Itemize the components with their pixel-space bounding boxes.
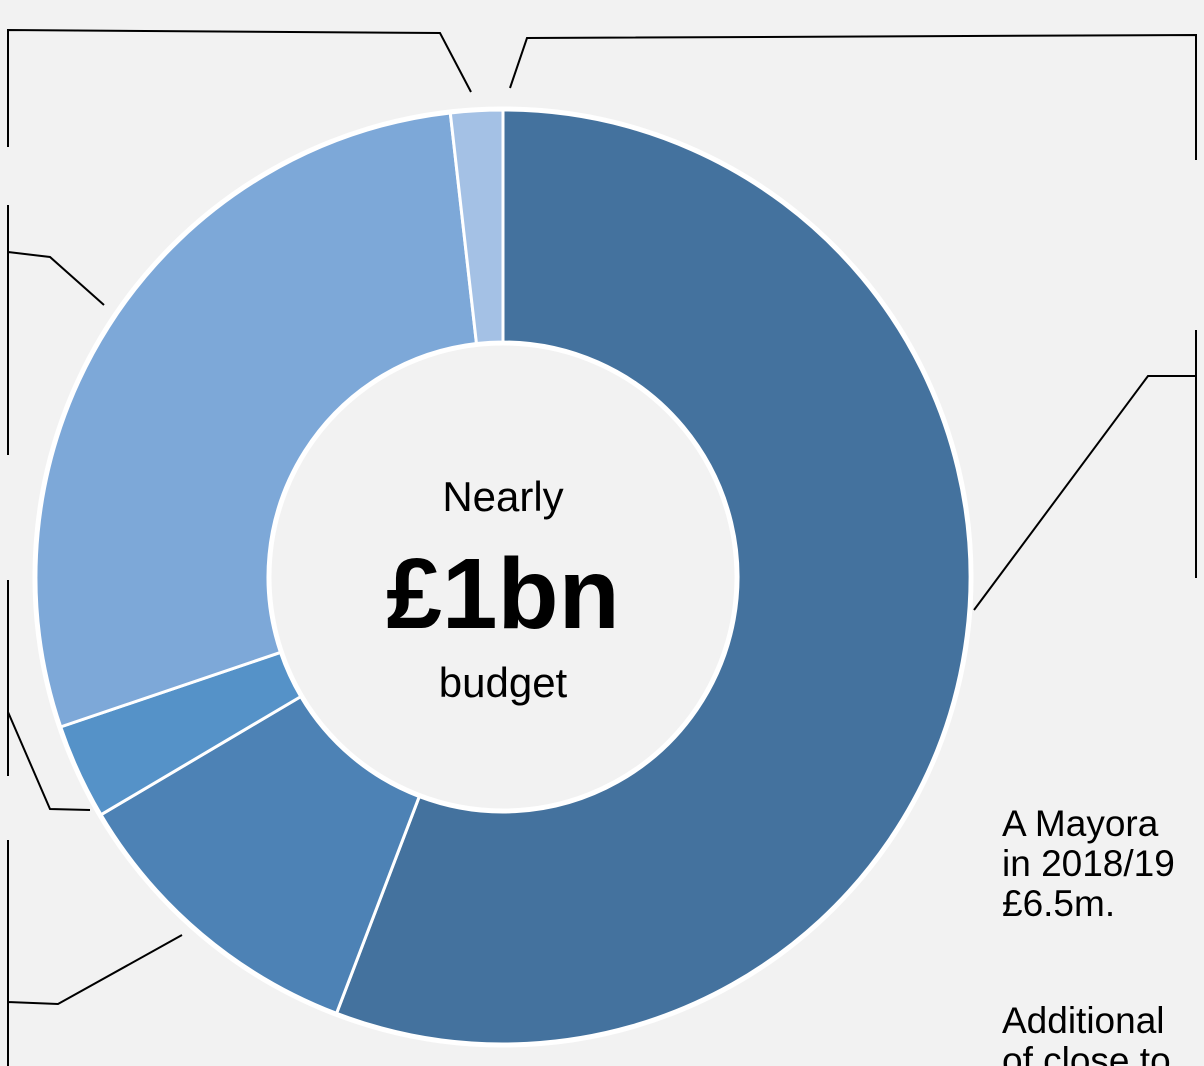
donut-slice-5 — [448, 108, 505, 346]
leader-line-top-left — [7, 28, 472, 147]
note-line: Additional — [1002, 1000, 1165, 1041]
donut-outer-rim — [32, 106, 974, 1048]
center-label-line1: Nearly — [442, 473, 563, 520]
donut-inner-rim — [268, 342, 738, 812]
note-paragraph-2: Additional of close to — [1002, 1001, 1204, 1066]
leader-line-left-lower — [7, 840, 183, 1066]
leader-line-left-middle — [7, 580, 91, 811]
center-label-line3: budget — [439, 659, 568, 706]
note-paragraph-1: A Mayora in 2018/19 £6.5m. — [1002, 804, 1204, 924]
donut-slice-1 — [334, 108, 972, 1046]
donut-slices — [32, 106, 974, 1048]
note-line: A Mayora — [1002, 803, 1159, 844]
leader-line-top-right — [509, 33, 1197, 160]
note-line: £6.5m. — [1002, 883, 1116, 924]
leader-lines — [7, 28, 1197, 1066]
leader-line-left-upper — [7, 205, 105, 455]
donut-slice-2 — [98, 694, 422, 1016]
center-label-amount: £1bn — [386, 538, 619, 650]
donut-slice-4 — [34, 111, 479, 729]
leader-line-right — [973, 330, 1197, 611]
note-line: of close to — [1002, 1040, 1171, 1066]
note-line: in 2018/19 — [1002, 843, 1175, 884]
